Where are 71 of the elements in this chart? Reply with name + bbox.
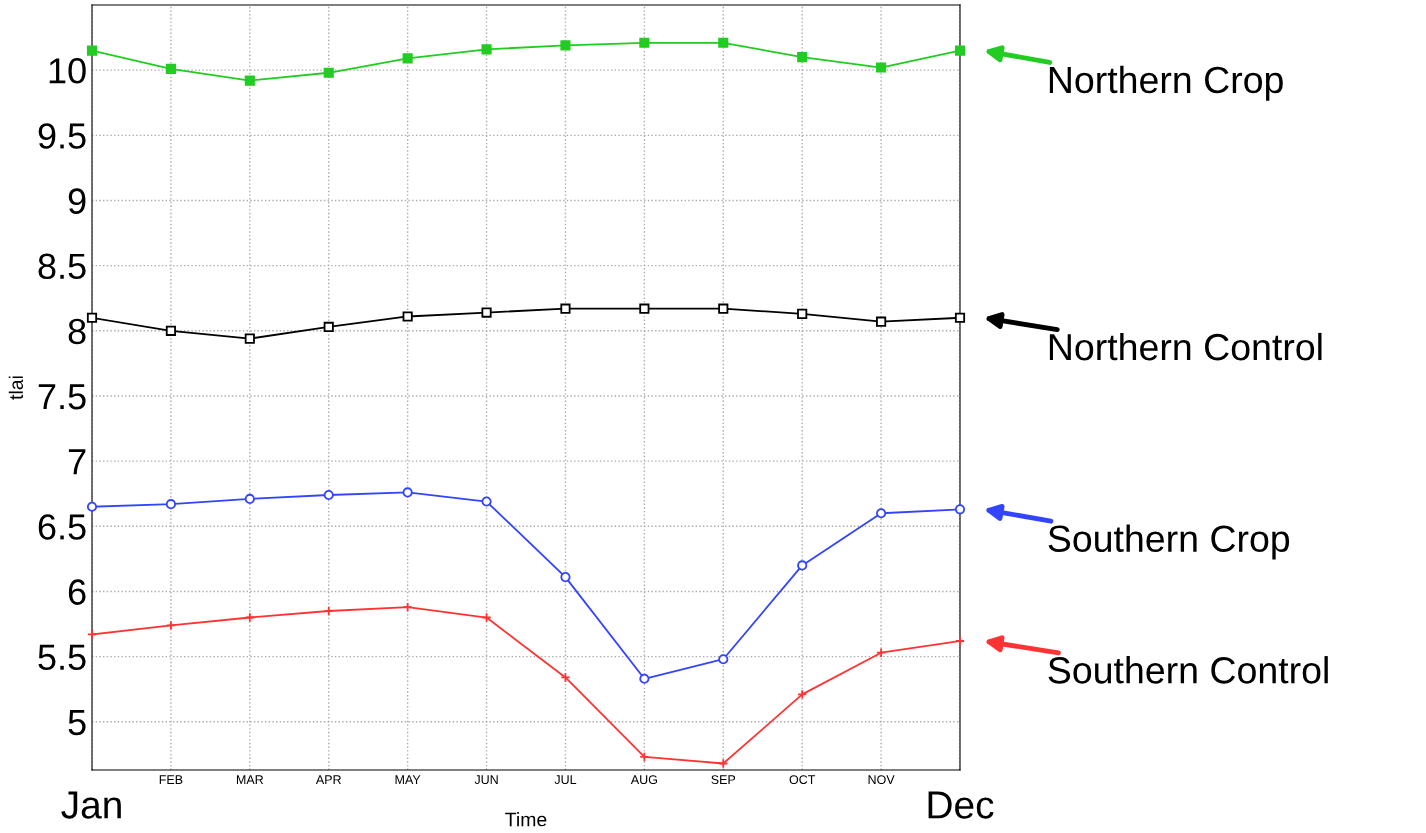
- point: [954, 504, 966, 515]
- point: [560, 40, 571, 51]
- point: [560, 572, 571, 583]
- point: [402, 487, 413, 498]
- point: [797, 52, 808, 63]
- point: [402, 53, 413, 64]
- x-tick-label: JUL: [554, 775, 577, 785]
- point: [244, 333, 255, 344]
- point: [244, 75, 255, 86]
- x-tick-label: NOV: [868, 775, 895, 785]
- legend-label: Northern Control: [1049, 332, 1322, 361]
- point: [718, 37, 729, 48]
- point: [402, 602, 413, 613]
- point: [86, 501, 98, 512]
- y-tick-label: 7.5: [38, 384, 86, 410]
- y-tick-label: 5.5: [38, 644, 86, 671]
- x-axis-title: Time: [505, 812, 547, 827]
- y-tick-label: 6.5: [38, 514, 86, 540]
- legend-label: Southern Crop: [1048, 524, 1290, 560]
- y-tick-label: 10: [49, 58, 86, 84]
- point: [797, 308, 808, 319]
- point: [165, 499, 176, 510]
- point: [876, 316, 887, 327]
- point: [165, 620, 176, 631]
- x-tick-label: AUG: [630, 775, 657, 785]
- point: [481, 44, 492, 55]
- x-tick-label: SEP: [711, 775, 736, 785]
- x-tick-label: Jan: [61, 791, 121, 819]
- x-tick-label: OCT: [789, 775, 816, 785]
- point: [797, 560, 808, 571]
- y-tick-label: 9: [68, 188, 86, 214]
- y-tick-label: 7: [68, 449, 86, 475]
- point: [323, 321, 334, 332]
- point: [165, 325, 176, 336]
- legend-label: Northern Crop: [1049, 65, 1283, 101]
- point: [954, 312, 966, 323]
- point: [481, 496, 492, 507]
- point: [876, 647, 887, 658]
- x-tick-label: FEB: [159, 775, 183, 784]
- point: [560, 303, 571, 314]
- point: [718, 654, 729, 665]
- x-tick-label: MAR: [236, 775, 264, 784]
- y-tick-label: 8: [68, 318, 86, 345]
- point: [876, 62, 887, 73]
- point: [323, 489, 334, 501]
- point: [954, 635, 966, 647]
- x-tick-label: JUN: [474, 775, 498, 785]
- point: [402, 311, 413, 322]
- point: [481, 307, 492, 318]
- y-axis-title: tlai: [8, 376, 24, 400]
- point: [876, 508, 887, 519]
- point: [86, 45, 98, 56]
- point: [323, 67, 334, 78]
- y-tick-label: 8.5: [38, 253, 86, 280]
- point: [86, 312, 98, 323]
- point: [639, 37, 650, 48]
- point: [639, 303, 650, 314]
- point: [165, 63, 176, 74]
- legend-label: Southern Control: [1048, 656, 1328, 684]
- x-tick-label: APR: [315, 775, 341, 784]
- point: [244, 493, 255, 504]
- y-tick-label: 6: [68, 579, 86, 605]
- x-tick-label: Dec: [928, 791, 994, 819]
- point: [639, 673, 650, 684]
- point: [954, 45, 966, 56]
- x-tick-label: MAY: [395, 775, 421, 784]
- y-tick-label: 5: [68, 710, 86, 736]
- point: [323, 605, 334, 617]
- y-tick-label: 9.5: [38, 123, 86, 149]
- point: [718, 303, 729, 314]
- point: [639, 751, 650, 763]
